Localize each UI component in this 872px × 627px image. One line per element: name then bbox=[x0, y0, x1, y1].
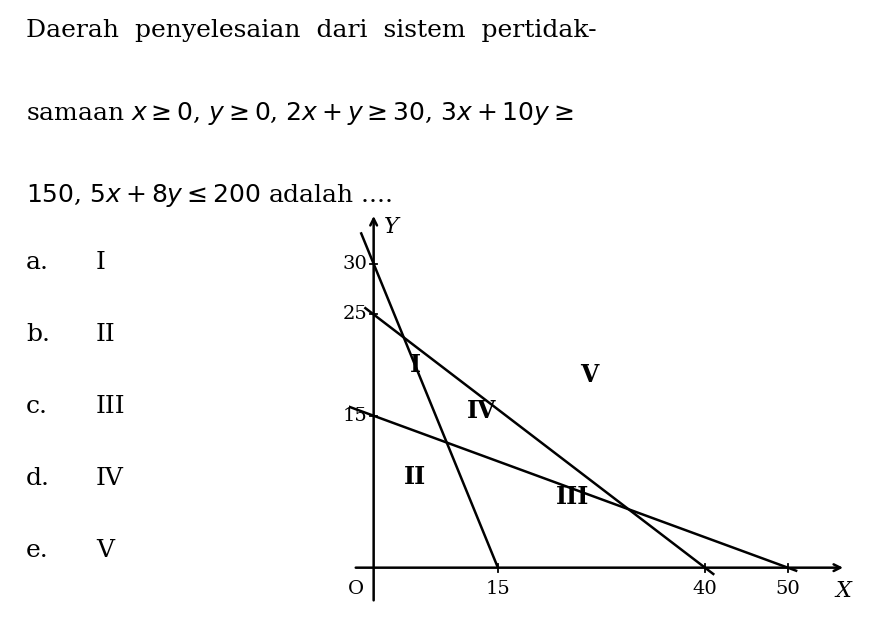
Text: II: II bbox=[96, 323, 116, 346]
Text: 30: 30 bbox=[342, 255, 367, 273]
Text: O: O bbox=[348, 580, 364, 598]
Text: 50: 50 bbox=[775, 580, 800, 598]
Text: Daerah  penyelesaian  dari  sistem  pertidak-: Daerah penyelesaian dari sistem pertidak… bbox=[26, 19, 596, 42]
Text: b.: b. bbox=[26, 323, 51, 346]
Text: I: I bbox=[96, 251, 106, 274]
Text: 15: 15 bbox=[486, 580, 510, 598]
Text: III: III bbox=[555, 485, 589, 508]
Text: 15: 15 bbox=[343, 407, 367, 424]
Text: V: V bbox=[96, 539, 114, 562]
Text: 25: 25 bbox=[343, 305, 367, 324]
Text: $150$, $5x + 8y \leq 200$ adalah ....: $150$, $5x + 8y \leq 200$ adalah .... bbox=[26, 182, 392, 209]
Text: II: II bbox=[404, 465, 426, 488]
Text: c.: c. bbox=[26, 395, 48, 418]
Text: 40: 40 bbox=[692, 580, 718, 598]
Text: I: I bbox=[410, 353, 420, 377]
Text: X: X bbox=[835, 580, 851, 602]
Text: III: III bbox=[96, 395, 126, 418]
Text: IV: IV bbox=[96, 467, 124, 490]
Text: samaan $x \geq 0$, $y \geq 0$, $2x + y \geq 30$, $3x + 10y \geq$: samaan $x \geq 0$, $y \geq 0$, $2x + y \… bbox=[26, 100, 574, 127]
Text: IV: IV bbox=[467, 399, 496, 423]
Text: e.: e. bbox=[26, 539, 49, 562]
Text: d.: d. bbox=[26, 467, 51, 490]
Text: Y: Y bbox=[384, 216, 399, 238]
Text: a.: a. bbox=[26, 251, 49, 274]
Text: V: V bbox=[580, 363, 598, 387]
